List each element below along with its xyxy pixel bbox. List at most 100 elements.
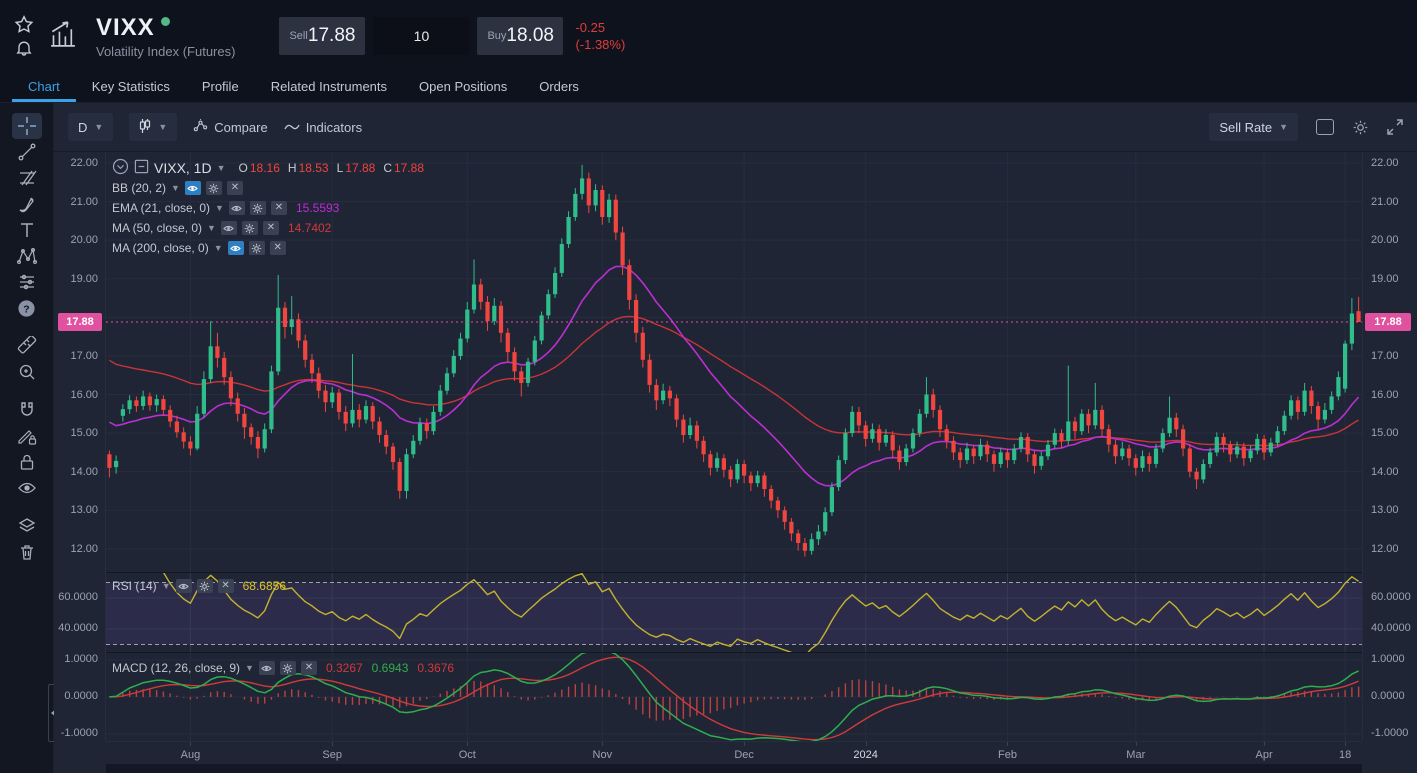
interval-dropdown[interactable]: D▼ <box>68 113 113 141</box>
gear-icon[interactable] <box>242 221 258 235</box>
indicators-button[interactable]: Indicators <box>284 120 362 135</box>
chart-container[interactable]: D▼ ▼ Compare Indicators <box>54 103 1417 773</box>
eye-icon[interactable] <box>185 181 201 195</box>
gear-icon[interactable] <box>206 181 222 195</box>
ohlc-value: 18.53 <box>299 161 329 175</box>
lock-icon[interactable] <box>12 449 42 475</box>
time-tick <box>1264 742 1265 746</box>
scale-tick-label: 0.0000 <box>54 690 105 702</box>
indicator-name[interactable]: EMA (21, close, 0) <box>112 201 210 215</box>
forecast-icon[interactable] <box>12 269 42 295</box>
time-tick <box>866 742 867 746</box>
chevron-down-icon[interactable]: ▼ <box>217 163 226 173</box>
hide-drawings-eye-icon[interactable] <box>12 475 42 501</box>
ruler-icon[interactable] <box>12 333 42 359</box>
eye-icon[interactable] <box>259 661 275 675</box>
brush-icon[interactable] <box>12 191 42 217</box>
eye-icon[interactable] <box>228 241 244 255</box>
candles-icon <box>139 118 151 137</box>
gear-icon[interactable] <box>197 579 213 593</box>
crosshair-icon[interactable] <box>12 113 42 139</box>
text-icon[interactable] <box>12 217 42 243</box>
draw-lock-icon[interactable] <box>12 423 42 449</box>
scale-tick-label: 1.0000 <box>1363 653 1417 665</box>
macd-name[interactable]: MACD (12, 26, close, 9) <box>112 661 240 675</box>
chevron-down-icon[interactable]: ▼ <box>171 183 180 193</box>
rsi-value: 68.6856 <box>243 579 286 593</box>
tab-orders[interactable]: Orders <box>523 72 595 102</box>
zoom-in-icon[interactable] <box>12 359 42 385</box>
ohlc-value: 17.88 <box>394 161 424 175</box>
settings-gear-icon[interactable] <box>1352 119 1369 136</box>
price-scale-right[interactable]: 22.0021.0020.0019.0017.0016.0015.0014.00… <box>1362 152 1417 741</box>
rsi-name[interactable]: RSI (14) <box>112 579 157 593</box>
gear-icon[interactable] <box>280 661 296 675</box>
chevron-down-icon[interactable]: ▼ <box>245 663 254 673</box>
indicator-row: EMA (21, close, 0)▼✕15.5593 <box>112 198 424 218</box>
scale-tick-label: 60.0000 <box>1363 591 1417 603</box>
sell-button[interactable]: Sell 17.88 <box>279 17 365 55</box>
close-icon[interactable]: ✕ <box>301 661 317 675</box>
layers-icon[interactable] <box>12 513 42 539</box>
close-icon[interactable]: ✕ <box>263 221 279 235</box>
indicator-name[interactable]: BB (20, 2) <box>112 181 166 195</box>
macd-legend: MACD (12, 26, close, 9) ▼ ✕0.32670.69430… <box>112 658 454 678</box>
compare-button[interactable]: Compare <box>193 119 267 135</box>
gear-icon[interactable] <box>249 241 265 255</box>
chevron-circle-icon[interactable] <box>112 158 129 178</box>
eye-icon[interactable] <box>229 201 245 215</box>
trash-icon[interactable] <box>12 539 42 565</box>
tab-related-instruments[interactable]: Related Instruments <box>255 72 403 102</box>
buy-button[interactable]: Buy 18.08 <box>477 17 563 55</box>
eye-icon[interactable] <box>221 221 237 235</box>
time-axis-label: Aug <box>160 749 220 761</box>
eye-icon[interactable] <box>176 579 192 593</box>
ohlc-values: O18.16H18.53L17.88C17.88 <box>231 161 425 175</box>
sell-price: 17.88 <box>308 25 356 47</box>
time-axis-label: Oct <box>437 749 497 761</box>
indicator-name[interactable]: MA (200, close, 0) <box>112 241 209 255</box>
close-icon[interactable]: ✕ <box>271 201 287 215</box>
fullscreen-icon[interactable] <box>1387 119 1403 135</box>
drawing-toolbar: ? <box>0 103 54 773</box>
chevron-down-icon: ▼ <box>158 122 167 132</box>
snapshot-icon[interactable] <box>1316 119 1334 135</box>
axis-padding <box>106 764 1362 773</box>
scale-tick-label: 17.00 <box>1363 350 1417 362</box>
tab-profile[interactable]: Profile <box>186 72 255 102</box>
close-icon[interactable]: ✕ <box>218 579 234 593</box>
last-price-tag: 17.88 <box>1365 313 1411 331</box>
close-icon[interactable]: ✕ <box>270 241 286 255</box>
legend-symbol[interactable]: VIXX, 1D <box>154 160 212 176</box>
compare-icon <box>193 119 208 135</box>
help-icon[interactable]: ? <box>12 295 42 321</box>
sell-label: Sell <box>289 30 307 42</box>
trend-line-icon[interactable] <box>12 139 42 165</box>
rsi-pane[interactable] <box>106 572 1362 652</box>
quantity-input[interactable]: 10 <box>373 17 469 55</box>
time-axis[interactable]: AugSepOctNovDec2024FebMarApr18 <box>106 741 1362 773</box>
fib-retracement-icon[interactable] <box>12 165 42 191</box>
favorite-star-icon[interactable] <box>13 14 35 36</box>
chart-type-dropdown[interactable]: ▼ <box>129 113 177 141</box>
tab-open-positions[interactable]: Open Positions <box>403 72 523 102</box>
ohlc-label: O <box>239 161 248 175</box>
tab-chart[interactable]: Chart <box>12 72 76 102</box>
xabcd-pattern-icon[interactable] <box>12 243 42 269</box>
alert-bell-icon[interactable] <box>14 38 34 58</box>
change-value: -0.25 <box>575 19 625 36</box>
sell-rate-dropdown[interactable]: Sell Rate▼ <box>1209 113 1298 141</box>
chevron-down-icon[interactable]: ▼ <box>162 581 171 591</box>
price-scale-left[interactable]: 22.0021.0020.0019.0017.0016.0015.0014.00… <box>54 152 106 741</box>
time-axis-label: Mar <box>1106 749 1166 761</box>
minimize-square-icon[interactable] <box>134 159 149 177</box>
indicator-name[interactable]: MA (50, close, 0) <box>112 221 202 235</box>
chevron-down-icon[interactable]: ▼ <box>207 223 216 233</box>
gear-icon[interactable] <box>250 201 266 215</box>
tab-key-statistics[interactable]: Key Statistics <box>76 72 186 102</box>
close-icon[interactable]: ✕ <box>227 181 243 195</box>
chevron-down-icon[interactable]: ▼ <box>214 243 223 253</box>
magnet-icon[interactable] <box>12 397 42 423</box>
chevron-down-icon[interactable]: ▼ <box>215 203 224 213</box>
chart-workspace: ? D▼ ▼ Compare Indicator <box>0 103 1417 773</box>
